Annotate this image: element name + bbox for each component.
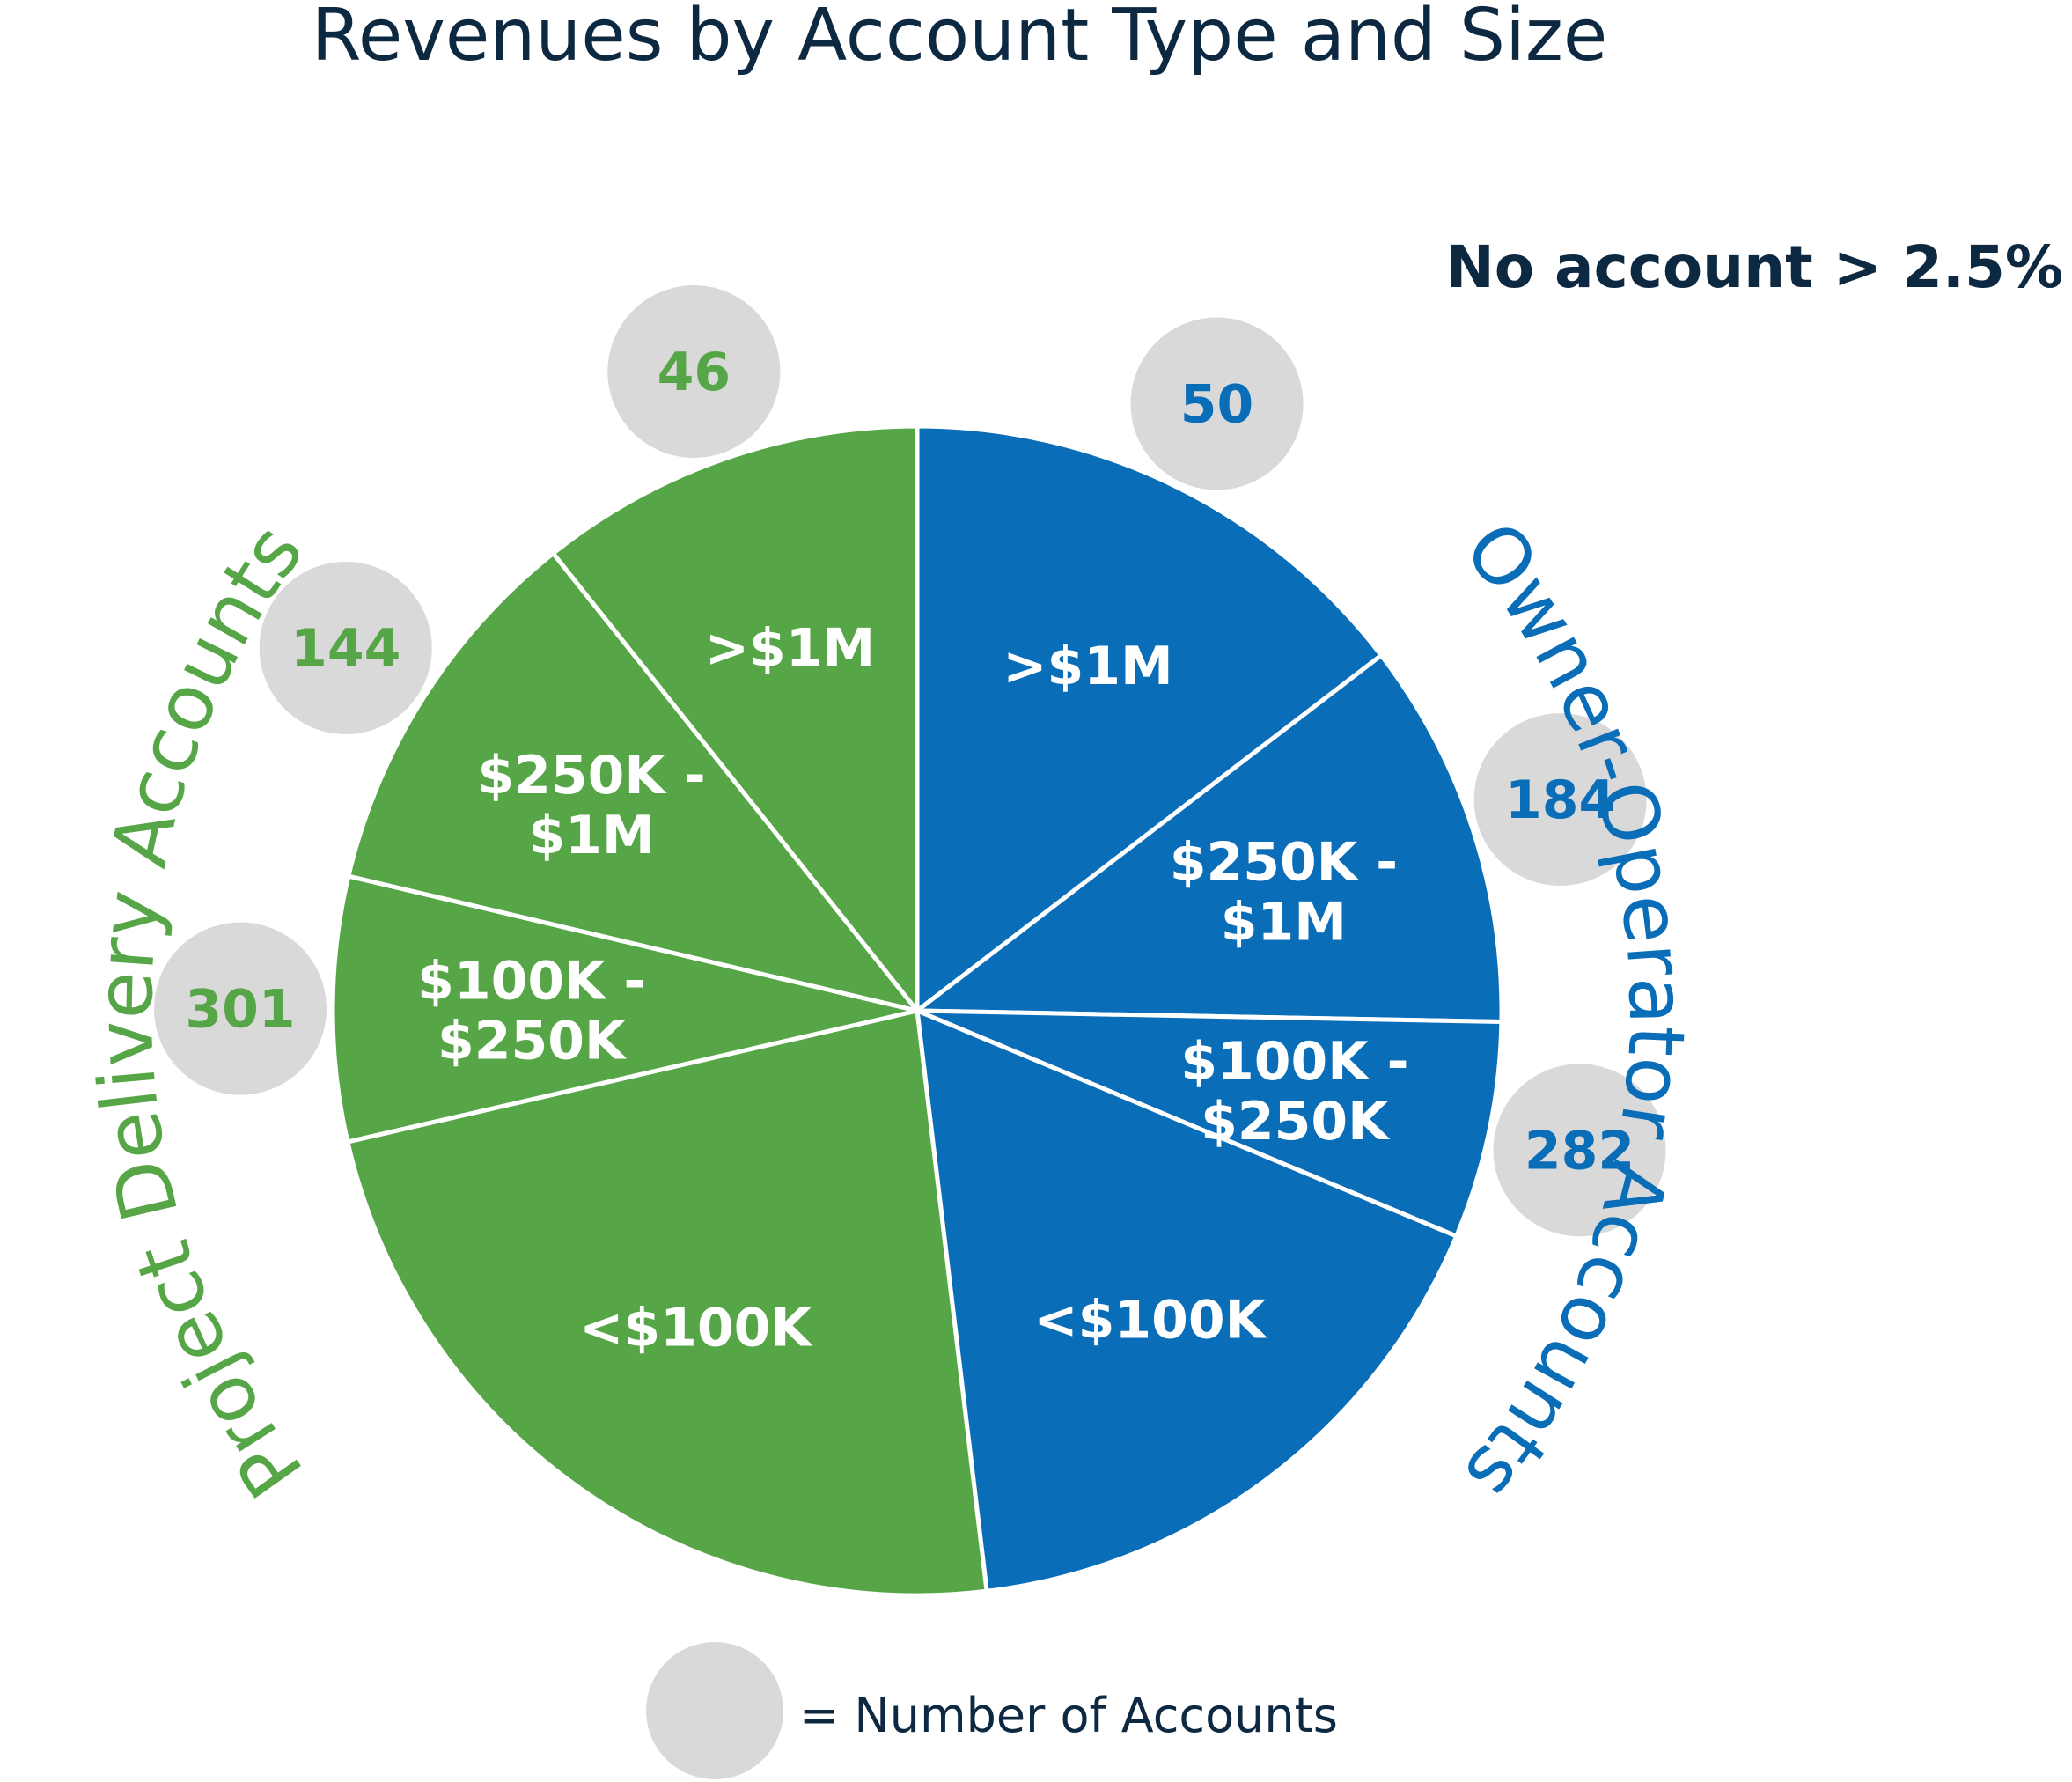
account-badge-project-delivery-accounts-250k-1m: [259, 561, 432, 734]
account-badge-owner-operator-accounts-over-1m: [1130, 317, 1304, 490]
account-count-badges: 50 184 282 301 144 46: [154, 285, 1666, 1237]
slice-label-owner-operator-accounts-100k-250k: $100K -: [1180, 1031, 1408, 1093]
legend-label: = Number of Accounts: [799, 1688, 1338, 1743]
slice-owner-operator-accounts-100k-250k: [915, 1008, 1504, 1239]
account-badge-project-delivery-accounts-over-1m: [607, 285, 781, 459]
slice-label-owner-operator-accounts-under-100k: <$100K: [1033, 1290, 1267, 1351]
slice-project-delivery-accounts-250k-1m: [346, 550, 920, 1013]
account-badge-owner-operator-accounts-250k-1m: [1473, 713, 1647, 887]
slice-owner-operator-accounts-under-100k: [915, 1008, 1459, 1594]
slice-label-project-delivery-accounts-over-1m: >$1M: [705, 617, 875, 679]
slice-owner-operator-accounts-250k-1m: [915, 652, 1504, 1025]
legend: = Number of Accounts: [646, 1642, 1338, 1779]
slice-label-project-delivery-accounts-250k-1m: $1M: [528, 805, 654, 866]
account-badge-owner-operator-accounts-100k-250k: [1493, 1064, 1666, 1237]
slice-labels: >$1M$250K -$1M$100K -$250K<$100K<$100K$1…: [417, 617, 1408, 1359]
max-share-note: No account > 2.5%: [1445, 233, 2063, 301]
slice-project-delivery-accounts-under-100k: [345, 1008, 989, 1598]
account-badge-project-delivery-accounts-100k-250k: [154, 922, 327, 1095]
chart-annotations: Revenues by Account Type and Size No acc…: [312, 0, 2063, 301]
slice-label-project-delivery-accounts-250k-1m: $250K -: [477, 745, 705, 806]
slice-owner-operator-accounts-over-1m: [915, 423, 1384, 1013]
slice-project-delivery-accounts-100k-250k: [330, 873, 920, 1145]
slice-label-owner-operator-accounts-100k-250k: $250K: [1201, 1091, 1391, 1152]
slice-label-owner-operator-accounts-250k-1m: $250K -: [1170, 831, 1398, 893]
slice-label-project-delivery-accounts-under-100k: <$100K: [579, 1298, 813, 1359]
chart-title: Revenues by Account Type and Size: [312, 0, 1608, 77]
account-count-owner-operator-accounts-100k-250k: 282: [1525, 1120, 1635, 1182]
account-count-project-delivery-accounts-250k-1m: 144: [290, 618, 400, 680]
legend-circle-marker: [646, 1642, 783, 1779]
pie-slices: [330, 423, 1504, 1598]
slice-label-project-delivery-accounts-100k-250k: $250K: [437, 1011, 628, 1072]
slice-label-owner-operator-accounts-250k-1m: $1M: [1221, 891, 1347, 953]
slice-label-project-delivery-accounts-100k-250k: $100K -: [417, 951, 645, 1012]
account-count-project-delivery-accounts-100k-250k: 301: [185, 979, 295, 1041]
account-count-owner-operator-accounts-over-1m: 50: [1180, 373, 1254, 435]
account-count-project-delivery-accounts-over-1m: 46: [658, 342, 731, 403]
slice-project-delivery-accounts-over-1m: [550, 423, 920, 1013]
slice-label-owner-operator-accounts-over-1m: >$1M: [1003, 636, 1172, 697]
account-count-owner-operator-accounts-250k-1m: 184: [1505, 770, 1615, 831]
